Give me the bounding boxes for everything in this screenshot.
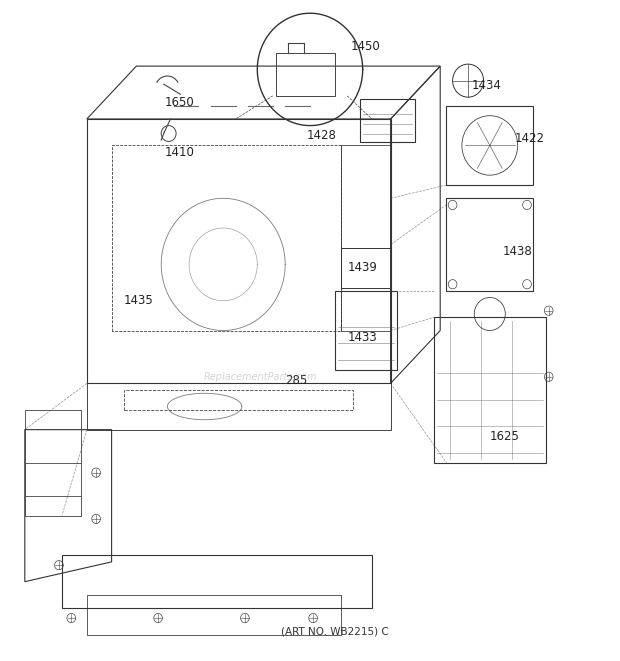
Text: 1422: 1422 bbox=[515, 132, 544, 145]
Text: 1410: 1410 bbox=[164, 145, 194, 159]
Text: 1625: 1625 bbox=[490, 430, 520, 443]
Text: ReplacementParts.com: ReplacementParts.com bbox=[203, 371, 317, 382]
Text: 1650: 1650 bbox=[164, 96, 194, 109]
Text: 1433: 1433 bbox=[347, 330, 377, 344]
Text: 1439: 1439 bbox=[347, 261, 377, 274]
Text: 1450: 1450 bbox=[350, 40, 380, 53]
Text: (ART NO. WB2215) C: (ART NO. WB2215) C bbox=[281, 626, 389, 637]
Text: 285: 285 bbox=[285, 373, 308, 387]
Text: 1428: 1428 bbox=[307, 129, 337, 142]
Text: 1435: 1435 bbox=[124, 294, 154, 307]
Text: 1438: 1438 bbox=[502, 245, 532, 258]
Text: 1434: 1434 bbox=[471, 79, 501, 93]
